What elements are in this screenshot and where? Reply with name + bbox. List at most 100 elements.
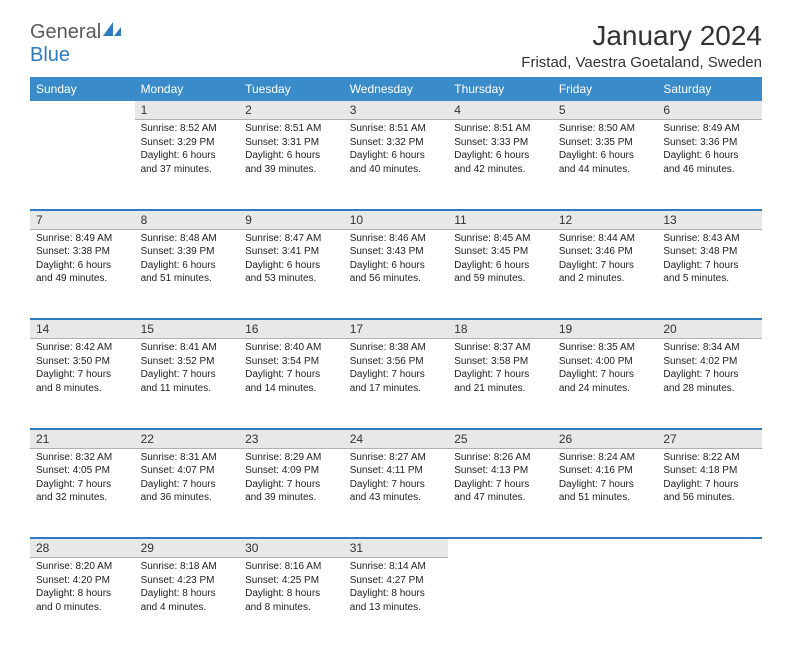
- sunset-line: Sunset: 3:29 PM: [141, 136, 234, 150]
- calendar-table: SundayMondayTuesdayWednesdayThursdayFrid…: [30, 77, 762, 648]
- daynum-cell: 11: [448, 210, 553, 230]
- daylight-line: Daylight: 7 hours and 17 minutes.: [350, 368, 443, 395]
- sunrise-line: Sunrise: 8:24 AM: [559, 451, 652, 465]
- location: Fristad, Vaestra Goetaland, Sweden: [521, 54, 762, 71]
- daynum-cell: 24: [344, 429, 449, 449]
- daylight-line: Daylight: 6 hours and 40 minutes.: [350, 149, 443, 176]
- day-cell: Sunrise: 8:51 AMSunset: 3:31 PMDaylight:…: [239, 120, 344, 210]
- sunset-line: Sunset: 3:43 PM: [350, 245, 443, 259]
- title-block: January 2024 Fristad, Vaestra Goetaland,…: [521, 20, 762, 71]
- weekday-header: Wednesday: [344, 77, 449, 101]
- sunrise-line: Sunrise: 8:31 AM: [141, 451, 234, 465]
- daynum-cell: 22: [135, 429, 240, 449]
- daynum-cell: 23: [239, 429, 344, 449]
- sunset-line: Sunset: 4:27 PM: [350, 574, 443, 588]
- daynum-cell: 8: [135, 210, 240, 230]
- sunrise-line: Sunrise: 8:32 AM: [36, 451, 129, 465]
- sunset-line: Sunset: 3:54 PM: [245, 355, 338, 369]
- sunrise-line: Sunrise: 8:18 AM: [141, 560, 234, 574]
- daylight-line: Daylight: 7 hours and 36 minutes.: [141, 478, 234, 505]
- daynum-cell: 21: [30, 429, 135, 449]
- daylight-line: Daylight: 7 hours and 28 minutes.: [663, 368, 756, 395]
- sunrise-line: Sunrise: 8:50 AM: [559, 122, 652, 136]
- daylight-line: Daylight: 7 hours and 21 minutes.: [454, 368, 547, 395]
- sunset-line: Sunset: 3:52 PM: [141, 355, 234, 369]
- daylight-line: Daylight: 7 hours and 8 minutes.: [36, 368, 129, 395]
- sunset-line: Sunset: 3:36 PM: [663, 136, 756, 150]
- daynum-cell: 5: [553, 101, 658, 120]
- day-cell: Sunrise: 8:49 AMSunset: 3:38 PMDaylight:…: [30, 229, 135, 319]
- daylight-line: Daylight: 7 hours and 43 minutes.: [350, 478, 443, 505]
- daylight-line: Daylight: 6 hours and 59 minutes.: [454, 259, 547, 286]
- daylight-line: Daylight: 6 hours and 37 minutes.: [141, 149, 234, 176]
- sunset-line: Sunset: 3:48 PM: [663, 245, 756, 259]
- sunrise-line: Sunrise: 8:45 AM: [454, 232, 547, 246]
- day-cell: Sunrise: 8:16 AMSunset: 4:25 PMDaylight:…: [239, 558, 344, 648]
- day-cell: [657, 558, 762, 648]
- sunset-line: Sunset: 4:16 PM: [559, 464, 652, 478]
- day-cell: Sunrise: 8:50 AMSunset: 3:35 PMDaylight:…: [553, 120, 658, 210]
- sunrise-line: Sunrise: 8:16 AM: [245, 560, 338, 574]
- sunrise-line: Sunrise: 8:37 AM: [454, 341, 547, 355]
- weekday-header: Monday: [135, 77, 240, 101]
- sunset-line: Sunset: 4:13 PM: [454, 464, 547, 478]
- day-cell: Sunrise: 8:47 AMSunset: 3:41 PMDaylight:…: [239, 229, 344, 319]
- daynum-cell: 12: [553, 210, 658, 230]
- sunrise-line: Sunrise: 8:41 AM: [141, 341, 234, 355]
- sunrise-line: Sunrise: 8:20 AM: [36, 560, 129, 574]
- daynum-cell: 2: [239, 101, 344, 120]
- day-cell: Sunrise: 8:37 AMSunset: 3:58 PMDaylight:…: [448, 339, 553, 429]
- daynum-cell: [553, 538, 658, 558]
- daylight-line: Daylight: 6 hours and 53 minutes.: [245, 259, 338, 286]
- daynum-row: 21222324252627: [30, 429, 762, 449]
- weekday-header: Saturday: [657, 77, 762, 101]
- daynum-cell: 16: [239, 319, 344, 339]
- day-cell: Sunrise: 8:22 AMSunset: 4:18 PMDaylight:…: [657, 448, 762, 538]
- day-cell: Sunrise: 8:35 AMSunset: 4:00 PMDaylight:…: [553, 339, 658, 429]
- daynum-row: 78910111213: [30, 210, 762, 230]
- daynum-cell: [448, 538, 553, 558]
- daylight-line: Daylight: 7 hours and 11 minutes.: [141, 368, 234, 395]
- content-row: Sunrise: 8:49 AMSunset: 3:38 PMDaylight:…: [30, 229, 762, 319]
- sunset-line: Sunset: 4:25 PM: [245, 574, 338, 588]
- sunset-line: Sunset: 4:20 PM: [36, 574, 129, 588]
- day-cell: [448, 558, 553, 648]
- sunrise-line: Sunrise: 8:51 AM: [350, 122, 443, 136]
- daynum-cell: 17: [344, 319, 449, 339]
- daylight-line: Daylight: 7 hours and 14 minutes.: [245, 368, 338, 395]
- daylight-line: Daylight: 7 hours and 2 minutes.: [559, 259, 652, 286]
- daynum-cell: 14: [30, 319, 135, 339]
- daynum-row: 28293031: [30, 538, 762, 558]
- sunrise-line: Sunrise: 8:44 AM: [559, 232, 652, 246]
- sunrise-line: Sunrise: 8:42 AM: [36, 341, 129, 355]
- sail-icon: [101, 20, 123, 44]
- day-cell: Sunrise: 8:51 AMSunset: 3:33 PMDaylight:…: [448, 120, 553, 210]
- sunrise-line: Sunrise: 8:27 AM: [350, 451, 443, 465]
- daynum-cell: 18: [448, 319, 553, 339]
- day-cell: [30, 120, 135, 210]
- daynum-cell: 29: [135, 538, 240, 558]
- day-cell: Sunrise: 8:41 AMSunset: 3:52 PMDaylight:…: [135, 339, 240, 429]
- daynum-cell: 10: [344, 210, 449, 230]
- weekday-header: Thursday: [448, 77, 553, 101]
- daynum-cell: 26: [553, 429, 658, 449]
- daylight-line: Daylight: 6 hours and 56 minutes.: [350, 259, 443, 286]
- daylight-line: Daylight: 6 hours and 51 minutes.: [141, 259, 234, 286]
- daynum-cell: 27: [657, 429, 762, 449]
- daynum-cell: 1: [135, 101, 240, 120]
- weekday-header: Sunday: [30, 77, 135, 101]
- sunrise-line: Sunrise: 8:35 AM: [559, 341, 652, 355]
- day-cell: Sunrise: 8:45 AMSunset: 3:45 PMDaylight:…: [448, 229, 553, 319]
- sunrise-line: Sunrise: 8:22 AM: [663, 451, 756, 465]
- day-cell: Sunrise: 8:14 AMSunset: 4:27 PMDaylight:…: [344, 558, 449, 648]
- daynum-row: 14151617181920: [30, 319, 762, 339]
- day-cell: Sunrise: 8:46 AMSunset: 3:43 PMDaylight:…: [344, 229, 449, 319]
- daylight-line: Daylight: 8 hours and 8 minutes.: [245, 587, 338, 614]
- month-title: January 2024: [521, 20, 762, 52]
- calendar-head: SundayMondayTuesdayWednesdayThursdayFrid…: [30, 77, 762, 101]
- daynum-cell: [657, 538, 762, 558]
- day-cell: Sunrise: 8:48 AMSunset: 3:39 PMDaylight:…: [135, 229, 240, 319]
- day-cell: Sunrise: 8:52 AMSunset: 3:29 PMDaylight:…: [135, 120, 240, 210]
- header: GeneralBlue January 2024 Fristad, Vaestr…: [30, 20, 762, 71]
- sunset-line: Sunset: 4:18 PM: [663, 464, 756, 478]
